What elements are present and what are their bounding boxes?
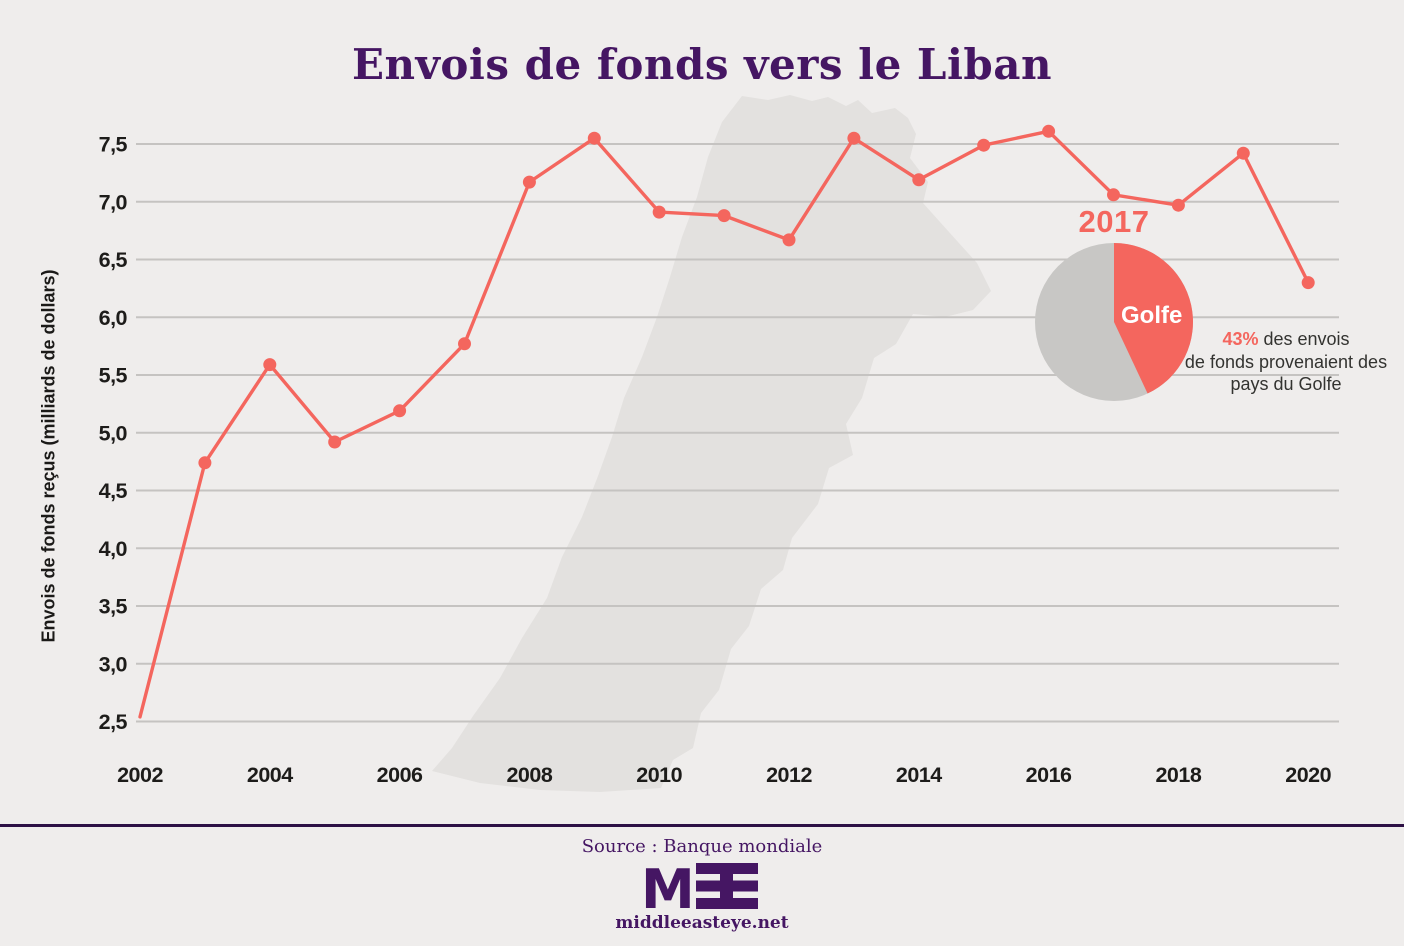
data-point-2012 [782,233,796,247]
y-tick-label: 6,5 [99,248,128,272]
x-tick-label: 2008 [506,763,552,787]
data-point-2004 [263,358,277,372]
pie-chart-2017 [1035,243,1194,401]
annotation-line1: des envois [1258,329,1350,349]
annotation-line3: pays du Golfe [1230,374,1342,394]
data-point-2003 [198,456,212,470]
x-axis-tick-labels: 2002 2004 2006 2008 2010 2012 2014 2016 2018 2020 [117,763,1332,787]
data-point-2014 [912,173,926,187]
x-tick-label: 2012 [766,763,812,787]
gridlines [136,143,1339,723]
x-tick-label: 2014 [896,763,942,787]
mee-logo: M [644,861,758,911]
data-point-2017 [1107,188,1120,202]
x-tick-label: 2006 [377,763,423,787]
y-tick-label: 7,0 [99,190,128,214]
data-point-2005 [328,435,342,449]
y-tick-label: 6,0 [99,306,128,330]
data-point-2020 [1301,276,1315,290]
data-point-2011 [717,209,731,223]
x-tick-label: 2020 [1285,763,1331,787]
site-url: middleeasteye.net [615,913,789,933]
data-point-2009 [587,131,601,145]
data-point-2006 [393,404,407,418]
x-tick-label: 2004 [247,763,293,787]
x-tick-label: 2016 [1026,763,1072,787]
annotation-line2: de fonds provenaient des [1184,351,1388,372]
page-title: Envois de fonds vers le Liban [351,40,1053,89]
data-point-2016 [1042,124,1056,138]
y-axis-tick-labels: 7,5 7,0 6,5 6,0 5,5 5,0 4,5 4,0 3,5 3,0 2,5 [99,133,128,735]
y-tick-label: 4,5 [99,479,128,503]
y-tick-label: 5,0 [99,421,128,445]
lebanon-map-silhouette [432,95,991,792]
y-tick-label: 4,0 [99,537,128,561]
mee-logo-m: M [644,861,695,911]
data-point-2007 [458,337,471,351]
pie-annotation: 43% des envois de fonds provenaient des … [1184,328,1388,396]
y-tick-label: 5,5 [99,364,128,388]
footer-divider [0,824,1404,827]
x-tick-label: 2018 [1155,763,1201,787]
pie-slice-golfe [1114,243,1194,394]
annotation-percent: 43% [1222,329,1259,349]
data-point-2013 [847,131,861,145]
data-point-2018 [1171,198,1185,212]
data-point-2008 [522,175,536,189]
pie-slice-label-golfe: Golfe [1121,302,1183,329]
pie-year-label: 2017 [1078,204,1150,239]
source-text: Source : Banque mondiale [581,836,823,857]
x-tick-label: 2010 [636,763,682,787]
x-tick-label: 2002 [117,763,163,787]
data-point-2019 [1236,146,1250,160]
y-tick-label: 3,5 [99,595,128,619]
data-point-2010 [652,205,666,219]
y-tick-label: 7,5 [99,133,128,157]
mee-logo-ee-ligature [696,863,758,909]
y-tick-label: 3,0 [99,652,128,676]
data-point-2015 [977,138,991,152]
y-tick-label: 2,5 [99,710,128,734]
remittances-series [138,124,1315,719]
